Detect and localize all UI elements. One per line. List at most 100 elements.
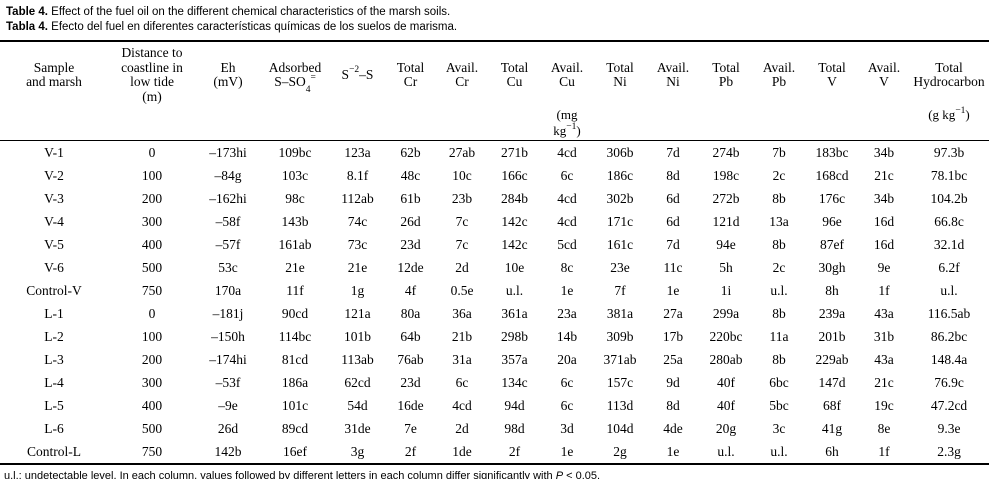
value-cell: 142c: [501, 213, 528, 229]
value-cell: 43a: [874, 305, 894, 321]
column-header: Total Hydrocarbon: [913, 59, 985, 89]
value-cell: –57f: [215, 236, 241, 252]
column-header: Avail. Pb: [762, 59, 796, 89]
value-cell: 104.2b: [930, 190, 968, 206]
column-header: Sample and marsh: [26, 59, 82, 89]
footnote-text-2: < 0.05.: [563, 470, 601, 479]
value-cell: 306b: [606, 144, 634, 160]
caption-es: Tabla 4. Efecto del fuel en diferentes c…: [6, 20, 989, 35]
value-cell: 309b: [606, 328, 634, 344]
value-cell: 1e: [666, 443, 680, 459]
value-cell: 14b: [556, 328, 578, 344]
value-cell: 5cd: [557, 236, 577, 252]
value-cell: 20g: [715, 420, 737, 436]
units-cell: [699, 106, 753, 141]
value-cell: 198c: [712, 167, 740, 183]
value-cell: 9e: [877, 259, 891, 275]
units-cell: (mg kg−1): [541, 106, 593, 141]
value-cell: 19c: [874, 397, 894, 413]
value-cell: 94e: [716, 236, 736, 252]
value-cell: 1e: [560, 282, 574, 298]
value-cell: 143b: [281, 213, 309, 229]
value-cell: 300: [141, 213, 163, 229]
value-cell: –9e: [218, 397, 238, 413]
value-cell: 176c: [818, 190, 846, 206]
value-cell: 6c: [560, 397, 574, 413]
value-cell: 371ab: [603, 351, 637, 367]
value-cell: 161ab: [278, 236, 312, 252]
value-cell: 170a: [214, 282, 242, 298]
value-cell: 61b: [400, 190, 421, 206]
value-cell: 3g: [350, 443, 365, 459]
value-cell: u.l.: [770, 282, 788, 298]
value-cell: 27ab: [448, 144, 476, 160]
value-cell: 200: [141, 190, 163, 206]
value-cell: 27a: [663, 305, 683, 321]
table-body: V-1 0 –173hi 109bc 123a 62b 27ab 271b 4cd 306b 7d 2…: [0, 141, 989, 465]
table-row: L-3 200 –174hi 81cd 113ab 76ab 31a 357a 20a 371ab…: [0, 348, 989, 371]
units-cell: [805, 106, 859, 141]
sample-cell: V-6: [44, 259, 64, 275]
value-cell: –84g: [214, 167, 242, 183]
value-cell: 134c: [501, 374, 528, 390]
value-cell: –173hi: [209, 144, 247, 160]
column-header: Total Cr: [396, 59, 425, 89]
value-cell: 12de: [397, 259, 424, 275]
value-cell: 0: [148, 305, 156, 321]
column-header: S−2–S: [341, 65, 374, 82]
value-cell: 6c: [560, 167, 574, 183]
value-cell: 500: [141, 259, 163, 275]
value-cell: 6d: [666, 213, 680, 229]
value-cell: 239a: [818, 305, 846, 321]
units-cell: [108, 106, 196, 141]
value-cell: 5bc: [769, 397, 789, 413]
value-cell: 23e: [610, 259, 630, 275]
value-cell: 201b: [818, 328, 846, 344]
column-header: Avail. Cu: [550, 59, 584, 89]
value-cell: 5h: [719, 259, 733, 275]
table-row: V-2 100 –84g 103c 8.1f 48c 10c 166c 6c 186c 8d 198c…: [0, 164, 989, 187]
table-row: L-5 400 –9e 101c 54d 16de 4cd 94d 6c 113d 8d 40f 5bc…: [0, 394, 989, 417]
value-cell: 23a: [557, 305, 577, 321]
value-cell: 109bc: [278, 144, 312, 160]
table-row: Control-V 750 170a 11f 1g 4f 0.5e u.l. 1e 7f 1e 1i u…: [0, 279, 989, 302]
value-cell: 168cd: [815, 167, 849, 183]
value-cell: 20a: [557, 351, 577, 367]
value-cell: 0.5e: [450, 282, 474, 298]
value-cell: 40f: [717, 397, 735, 413]
value-cell: 31de: [344, 420, 371, 436]
sample-cell: L-1: [44, 305, 64, 321]
value-cell: 284b: [501, 190, 528, 206]
sample-cell: V-1: [44, 144, 64, 160]
value-cell: 272b: [712, 190, 740, 206]
value-cell: 6bc: [769, 374, 789, 390]
value-cell: 361a: [501, 305, 528, 321]
value-cell: –181j: [212, 305, 244, 321]
value-cell: 113d: [606, 397, 634, 413]
value-cell: 73c: [347, 236, 368, 252]
value-cell: 280ab: [709, 351, 743, 367]
caption-en-label: Table 4.: [6, 6, 48, 18]
value-cell: 1f: [878, 443, 890, 459]
value-cell: 121d: [712, 213, 740, 229]
value-cell: 9.3e: [937, 420, 961, 436]
value-cell: –53f: [215, 374, 241, 390]
units-cell: [488, 106, 541, 141]
value-cell: 4f: [404, 282, 417, 298]
column-header: Avail. Ni: [656, 59, 690, 89]
value-cell: 31b: [873, 328, 895, 344]
value-cell: 2f: [404, 443, 417, 459]
table-captions: Table 4. Effect of the fuel oil on the d…: [0, 5, 989, 35]
value-cell: 90cd: [281, 305, 309, 321]
value-cell: 34b: [873, 144, 895, 160]
units-cell: [260, 106, 330, 141]
units-cell: [330, 106, 385, 141]
value-cell: 11c: [663, 259, 683, 275]
table-row: L-1 0 –181j 90cd 121a 80a 36a 361a 23a 381a 27a 299…: [0, 302, 989, 325]
value-cell: 7e: [404, 420, 417, 436]
value-cell: 2d: [455, 420, 469, 436]
value-cell: 142c: [501, 236, 528, 252]
footnote: u.l.: undetectable level. In each column…: [0, 465, 989, 479]
value-cell: 157c: [606, 374, 634, 390]
